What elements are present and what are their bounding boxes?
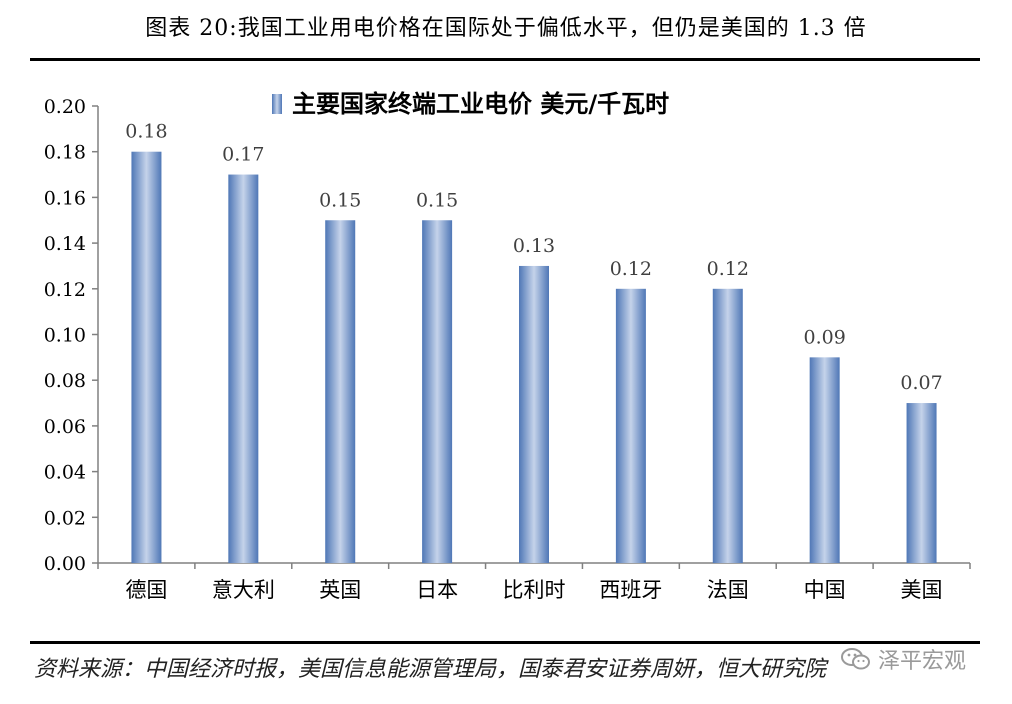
bar <box>131 151 162 563</box>
data-label: 0.17 <box>222 144 264 166</box>
x-tick-label: 中国 <box>804 578 846 602</box>
bar <box>422 220 453 563</box>
data-label: 0.18 <box>125 121 167 143</box>
bar <box>906 403 937 563</box>
y-tick-label: 0.02 <box>44 507 86 529</box>
wechat-icon <box>841 648 870 670</box>
x-tick-label: 美国 <box>901 578 943 602</box>
bar <box>519 265 549 563</box>
bar <box>712 288 743 563</box>
x-tick-label: 法国 <box>707 578 749 602</box>
bar <box>228 174 259 564</box>
y-tick-label: 0.18 <box>44 142 86 164</box>
x-tick-label: 比利时 <box>503 578 566 602</box>
source-rule <box>30 641 980 644</box>
y-tick-label: 0.00 <box>44 553 86 575</box>
y-tick-label: 0.12 <box>44 279 86 301</box>
data-label: 0.15 <box>416 189 458 211</box>
source-note: 资料来源：中国经济时报，美国信息能源管理局，国泰君安证券周妍，恒大研究院 <box>34 657 827 682</box>
y-tick-label: 0.10 <box>44 325 86 347</box>
x-tick-label: 西班牙 <box>599 578 662 602</box>
x-tick-label: 德国 <box>125 578 167 602</box>
y-tick-label: 0.08 <box>44 370 86 392</box>
data-labels: 0.18 0.17 0.15 0.15 0.13 0.12 0.12 0.09 0.07 <box>125 121 942 394</box>
chart-legend: 主要国家终端工业电价 美元/千瓦时 <box>272 90 669 118</box>
data-label: 0.12 <box>610 258 652 280</box>
y-tick-label: 0.14 <box>44 233 86 255</box>
legend-label: 主要国家终端工业电价 美元/千瓦时 <box>292 90 669 118</box>
bar <box>615 288 646 563</box>
figure-caption: 图表 20:我国工业用电价格在国际处于偏低水平，但仍是美国的 1.3 倍 <box>145 16 867 41</box>
legend-swatch <box>272 94 282 114</box>
data-label: 0.13 <box>513 235 555 257</box>
data-label: 0.07 <box>900 372 942 394</box>
watermark-text: 泽平宏观 <box>878 649 967 674</box>
data-label: 0.09 <box>804 326 846 348</box>
bar <box>809 357 840 563</box>
y-axis: 0.00 0.02 0.04 0.06 0.08 0.10 0.12 0.14 0.16 0.18… <box>44 96 99 575</box>
y-tick-label: 0.20 <box>44 96 86 118</box>
x-axis: 德国 意大利 英国 日本 比利时 西班牙 法国 中国 美国 <box>97 562 971 602</box>
bars <box>131 151 937 564</box>
y-tick-label: 0.16 <box>44 187 86 209</box>
x-tick-label: 英国 <box>319 578 361 602</box>
y-tick-label: 0.06 <box>44 416 86 438</box>
data-label: 0.12 <box>707 258 749 280</box>
bar-chart: 主要国家终端工业电价 美元/千瓦时 0.000.020.040.060.080.… <box>44 90 971 602</box>
bar <box>325 220 356 563</box>
x-tick-label: 日本 <box>416 578 458 602</box>
caption-rule <box>30 58 980 61</box>
x-tick-label: 意大利 <box>212 578 275 602</box>
y-tick-label: 0.04 <box>44 462 86 484</box>
data-label: 0.15 <box>319 189 361 211</box>
watermark: 泽平宏观 <box>840 644 967 674</box>
